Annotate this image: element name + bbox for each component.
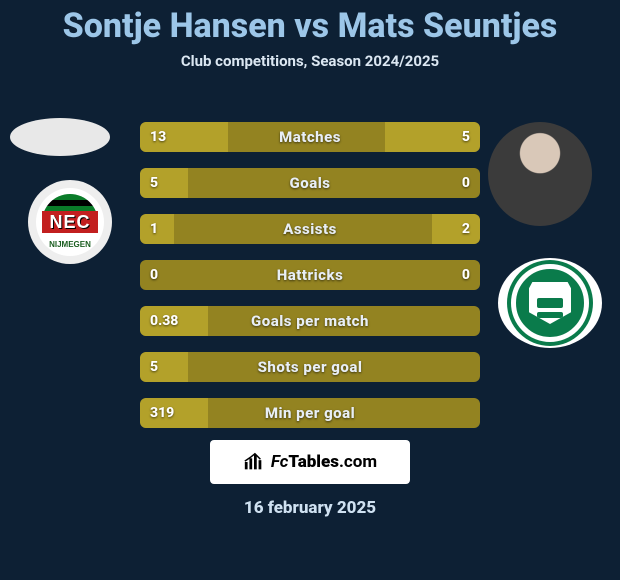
groningen-bars: [537, 298, 563, 308]
brand-text: FcTables.com: [271, 452, 377, 472]
stat-row: 50Goals: [140, 168, 480, 198]
stat-row: 00Hattricks: [140, 260, 480, 290]
stat-row: 0.38Goals per match: [140, 306, 480, 336]
stat-label: Min per goal: [140, 398, 480, 428]
nec-text: NEC: [49, 212, 90, 233]
comparison-card: #0d2034 Sontje Hansen vs Mats Seuntjes C…: [0, 0, 620, 580]
vs-text: vs: [294, 6, 329, 46]
stat-row: 5Shots per goal: [140, 352, 480, 382]
stat-row: 12Assists: [140, 214, 480, 244]
stat-label: Shots per goal: [140, 352, 480, 382]
comparison-title: Sontje Hansen vs Mats Seuntjes: [0, 0, 620, 46]
nec-subtext: NIJMEGEN: [36, 240, 104, 249]
groningen-badge: [511, 264, 589, 342]
brand-suffix: .com: [339, 452, 377, 472]
nec-badge: NEC NIJMEGEN: [36, 188, 104, 256]
stat-row: 135Matches: [140, 122, 480, 152]
stat-label: Assists: [140, 214, 480, 244]
player1-photo: [10, 118, 110, 156]
brand-prefix: Fc: [271, 452, 288, 472]
stats-column: 135Matches 50Goals 12Assists 00Hattricks 0.3…: [140, 122, 480, 444]
stat-label: Goals per match: [140, 306, 480, 336]
player2-photo: [488, 122, 592, 226]
brand-pill: FcTables.com: [210, 440, 410, 484]
bars-icon: [243, 451, 265, 473]
player2-club-badge: [498, 258, 602, 348]
brand-main: Tables: [288, 452, 339, 472]
groningen-shield: [529, 282, 571, 324]
subtitle: Club competitions, Season 2024/2025: [0, 52, 620, 70]
stat-row: 319Min per goal: [140, 398, 480, 428]
player1-name: Sontje Hansen: [63, 6, 286, 46]
player2-name: Mats Seuntjes: [338, 6, 558, 46]
player1-club-badge: NEC NIJMEGEN: [28, 180, 112, 264]
date-text: 16 february 2025: [0, 498, 620, 518]
stat-label: Matches: [140, 122, 480, 152]
stat-label: Goals: [140, 168, 480, 198]
stat-label: Hattricks: [140, 260, 480, 290]
